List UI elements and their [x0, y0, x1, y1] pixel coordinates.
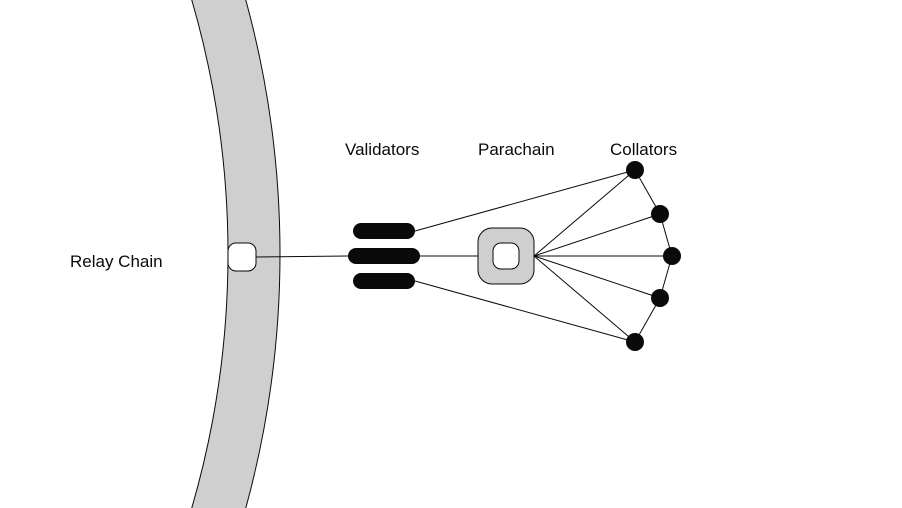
- validator-bar-0: [353, 223, 415, 239]
- relay-chain-node: [228, 243, 256, 271]
- validator-bar-2: [353, 273, 415, 289]
- collator-node-0: [626, 161, 644, 179]
- parachain-node-inner: [493, 243, 519, 269]
- collator-node-3: [651, 289, 669, 307]
- collator-node-4: [626, 333, 644, 351]
- edge: [534, 170, 635, 256]
- edge: [534, 256, 660, 298]
- edge: [415, 170, 635, 231]
- edge: [415, 281, 635, 342]
- validator-bar-1: [348, 248, 420, 264]
- validators-label: Validators: [345, 140, 419, 160]
- edge: [534, 256, 635, 342]
- edge: [534, 214, 660, 256]
- collator-node-2: [663, 247, 681, 265]
- collators-label: Collators: [610, 140, 677, 160]
- collator-node-1: [651, 205, 669, 223]
- parachain-label: Parachain: [478, 140, 555, 160]
- relay-chain-label: Relay Chain: [70, 252, 163, 272]
